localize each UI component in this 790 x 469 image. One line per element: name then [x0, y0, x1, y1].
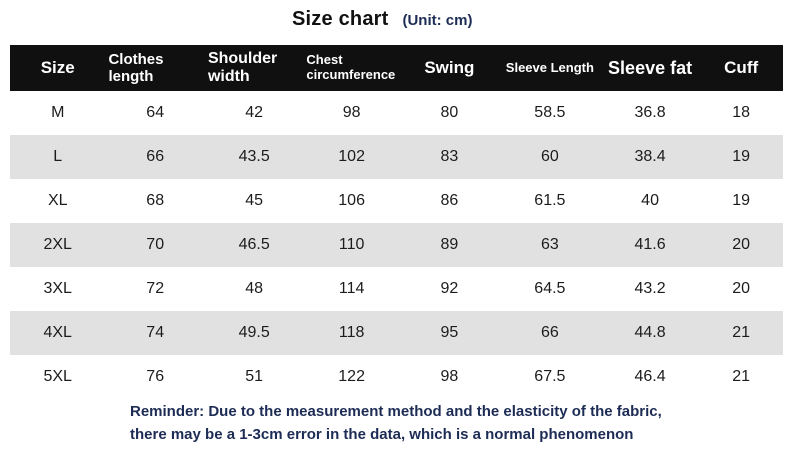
- size-label-cell: 2XL: [10, 223, 106, 267]
- measurement-cell: 38.4: [600, 135, 700, 179]
- measurement-cell: 58.5: [534, 104, 566, 121]
- size-chart-title: Size chart: [292, 8, 389, 30]
- measurement-cell: 18: [732, 104, 751, 121]
- measurement-cell: 36.8: [634, 104, 666, 121]
- table-header-row: Size Clothes length Shoulder width Chest…: [10, 45, 783, 91]
- measurement-cell: 42: [245, 104, 264, 121]
- column-header-shoulder-width: Shoulder width: [204, 45, 304, 91]
- unit-label: (Unit: cm): [402, 12, 473, 29]
- measurement-cell: 20: [732, 280, 751, 297]
- page-title: Size chart (Unit: cm): [292, 8, 472, 31]
- measurement-cell: 40: [641, 192, 659, 209]
- table-header: Size Clothes length Shoulder width Chest…: [10, 45, 783, 91]
- table-row-4xl: 4XL 74 49.5 118 95 66 44.8 21: [10, 311, 783, 355]
- column-header-sleeve-length: Sleeve Length: [498, 45, 601, 91]
- measurement-cell: 70: [105, 223, 205, 267]
- column-header-sleeve-fat: Sleeve fat: [600, 45, 700, 91]
- measurement-cell: 89: [399, 223, 499, 267]
- size-label-cell: M: [51, 104, 65, 121]
- measurement-cell: 106: [338, 192, 365, 209]
- measurement-cell: 122: [338, 368, 365, 385]
- measurement-cell: 110: [303, 223, 400, 267]
- measurement-cell: 76: [146, 368, 165, 385]
- table-row-2xl: 2XL 70 46.5 110 89 63 41.6 20: [10, 223, 783, 267]
- column-header-size: Size: [10, 45, 106, 91]
- measurement-cell: 61.5: [534, 192, 566, 209]
- measurement-cell: 64.5: [534, 280, 566, 297]
- column-header-label: Size: [40, 58, 75, 78]
- table-row-3xl: 3XL 72 48 114 92 64.5 43.2 20: [10, 267, 783, 311]
- measurement-cell: 45: [245, 192, 264, 209]
- column-header-label: Sleeve Length: [505, 59, 594, 75]
- size-label-cell: 3XL: [43, 280, 72, 297]
- measurement-cell: 43.2: [634, 280, 666, 297]
- measurement-cell: 41.6: [600, 223, 700, 267]
- measurement-cell: 95: [399, 311, 499, 355]
- measurement-cell: 19: [699, 135, 783, 179]
- column-header-swing: Swing: [399, 45, 499, 91]
- measurement-cell: 64: [146, 104, 165, 121]
- reminder-text: Reminder: Due to the measurement method …: [130, 400, 690, 446]
- table-row-m: M 64 42 98 80 58.5 36.8 18: [10, 91, 783, 135]
- size-chart-table: Size Clothes length Shoulder width Chest…: [10, 45, 783, 399]
- measurement-cell: 21: [699, 311, 783, 355]
- column-header-cuff: Cuff: [699, 45, 783, 91]
- measurement-cell: 74: [105, 311, 205, 355]
- reminder-line-2: there may be a 1-3cm error in the data, …: [130, 426, 634, 443]
- measurement-cell: 51: [245, 368, 264, 385]
- measurement-cell: 44.8: [600, 311, 700, 355]
- measurement-cell: 72: [146, 280, 165, 297]
- measurement-cell: 98: [342, 104, 361, 121]
- size-label-cell: L: [10, 135, 106, 179]
- table-row-l: L 66 43.5 102 83 60 38.4 19: [10, 135, 783, 179]
- measurement-cell: 46.5: [204, 223, 304, 267]
- column-header-label: Shoulder width: [207, 49, 278, 85]
- measurement-cell: 19: [732, 192, 751, 209]
- size-label-cell: XL: [47, 192, 68, 209]
- measurement-cell: 67.5: [534, 368, 566, 385]
- measurement-cell: 49.5: [204, 311, 304, 355]
- measurement-cell: 98: [440, 368, 459, 385]
- column-header-label: Sleeve fat: [608, 57, 693, 78]
- measurement-cell: 20: [699, 223, 783, 267]
- measurement-cell: 114: [338, 280, 365, 297]
- measurement-cell: 66: [105, 135, 205, 179]
- measurement-cell: 46.4: [634, 368, 666, 385]
- measurement-cell: 92: [440, 280, 459, 297]
- column-header-chest-circumference: Chest circumference: [303, 45, 400, 91]
- measurement-cell: 102: [303, 135, 400, 179]
- column-header-clothes-length: Clothes length: [105, 45, 205, 91]
- column-header-label: Cuff: [724, 58, 759, 78]
- measurement-cell: 66: [498, 311, 601, 355]
- measurement-cell: 83: [399, 135, 499, 179]
- measurement-cell: 63: [498, 223, 601, 267]
- measurement-cell: 86: [440, 192, 459, 209]
- size-table-body: M 64 42 98 80 58.5 36.8 18 L 66 43.5 102 83 60 38.4 19 X…: [10, 91, 783, 399]
- column-header-label: Clothes length: [108, 50, 164, 85]
- measurement-cell: 118: [303, 311, 400, 355]
- column-header-label: Chest circumference: [306, 52, 396, 82]
- size-label-cell: 5XL: [43, 368, 72, 385]
- measurement-cell: 60: [498, 135, 601, 179]
- measurement-cell: 68: [146, 192, 165, 209]
- reminder-line-1: Reminder: Due to the measurement method …: [130, 403, 662, 420]
- size-label-cell: 4XL: [10, 311, 106, 355]
- measurement-cell: 43.5: [204, 135, 304, 179]
- measurement-cell: 48: [245, 280, 264, 297]
- measurement-cell: 21: [732, 368, 751, 385]
- table-row-xl: XL 68 45 106 86 61.5 40 19: [10, 179, 783, 223]
- measurement-cell: 80: [440, 104, 459, 121]
- column-header-label: Swing: [424, 58, 475, 78]
- table-row-5xl: 5XL 76 51 122 98 67.5 46.4 21: [10, 355, 783, 399]
